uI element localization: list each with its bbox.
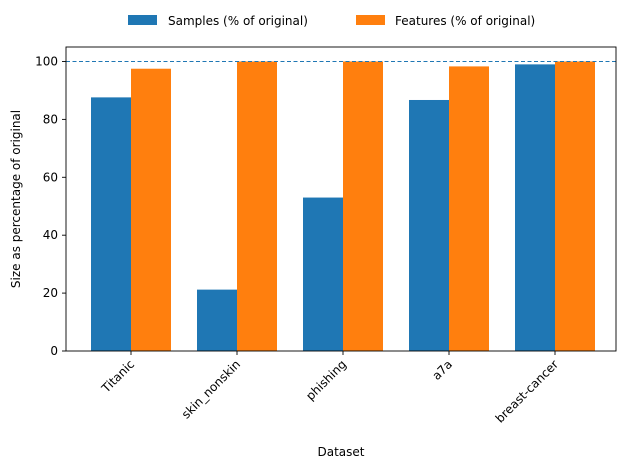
bar-features-a7a — [449, 66, 489, 351]
bar-features-Titanic — [131, 68, 171, 351]
x-tick-label-Titanic: Titanic — [98, 357, 137, 396]
bar-samples-a7a — [409, 99, 449, 352]
bar-samples-Titanic — [91, 97, 131, 352]
y-tick-label-0: 0 — [50, 344, 58, 358]
bar-samples-breast-cancer — [515, 64, 555, 351]
plot-frame — [65, 46, 617, 352]
x-tick-label-a7a: a7a — [429, 357, 455, 383]
x-axis-title: Dataset — [318, 445, 365, 459]
bar-features-breast-cancer — [555, 61, 595, 351]
bar-features-skin_nonskin — [237, 61, 277, 351]
bar-samples-phishing — [303, 197, 343, 351]
y-tick-label-40: 40 — [43, 228, 58, 242]
plot-area: 0 20 40 60 80 100 Titanic skin_nonskin phishing a… — [35, 46, 617, 426]
y-axis-title: Size as percentage of original — [9, 110, 23, 288]
x-tick-label-breast-cancer: breast-cancer — [493, 357, 561, 425]
y-tick-label-20: 20 — [43, 286, 58, 300]
legend-label-samples: Samples (% of original) — [168, 14, 308, 28]
y-tick-label-80: 80 — [43, 112, 58, 126]
x-tick-label-skin_nonskin: skin_nonskin — [179, 357, 243, 421]
legend: Samples (% of original) Features (% of or… — [128, 14, 535, 28]
legend-swatch-features — [356, 15, 385, 25]
y-tick-label-60: 60 — [43, 170, 58, 184]
bar-samples-skin_nonskin — [197, 289, 237, 351]
bar-features-phishing — [343, 61, 383, 351]
y-tick-label-100: 100 — [35, 54, 58, 68]
x-tick-label-phishing: phishing — [303, 357, 349, 403]
legend-swatch-samples — [128, 15, 157, 25]
legend-label-features: Features (% of original) — [395, 14, 535, 28]
